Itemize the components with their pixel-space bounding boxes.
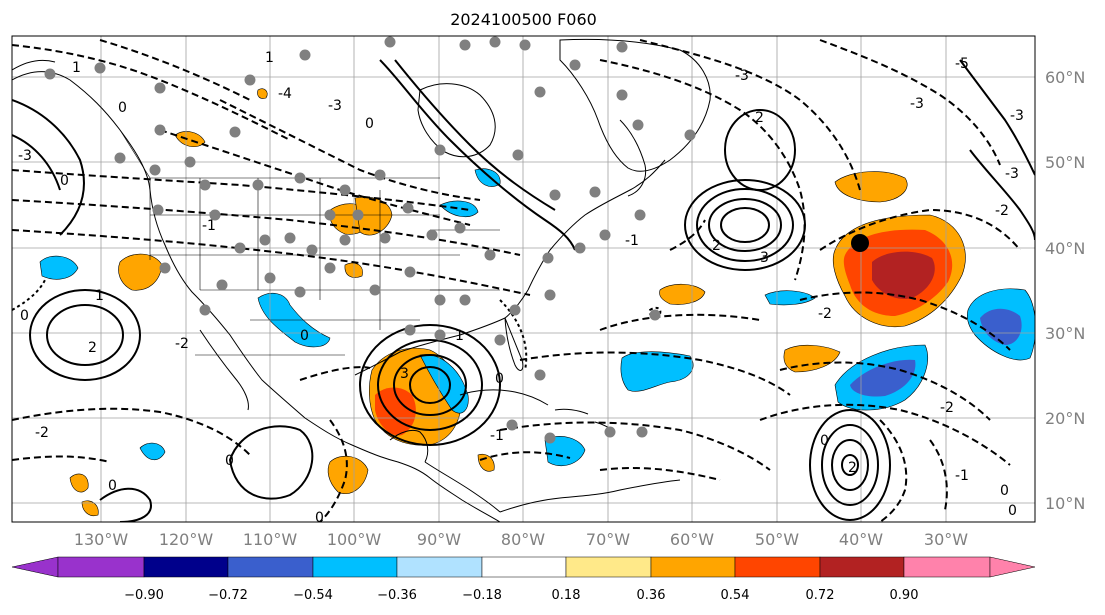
contour-label: 2	[712, 238, 721, 254]
latitude-labels: 60°N 50°N 40°N 30°N 20°N 10°N	[1045, 68, 1085, 513]
contours-positive	[12, 59, 1035, 522]
colorbar-extend-high	[989, 556, 1036, 578]
map-frame	[11, 35, 1036, 523]
colorbar-segment	[819, 556, 905, 578]
lon-label: 100°W	[327, 530, 382, 549]
colorbar-tick-label: 0.72	[806, 588, 835, 603]
lon-label: 120°W	[159, 530, 214, 549]
location-marker	[851, 234, 869, 252]
contour-label: 0	[1008, 503, 1017, 519]
colorbar-tick-label: 0.54	[721, 588, 750, 603]
contour-label: 0	[315, 510, 324, 526]
contour-label: -1	[625, 233, 639, 249]
contour-label: -1	[490, 428, 504, 444]
contour-label: 3	[760, 250, 769, 266]
contour-label: 0	[225, 453, 234, 469]
colorbar-tick-label: −0.54	[293, 588, 333, 603]
contour-label: 2	[755, 110, 764, 126]
contour-label: 0	[300, 328, 309, 344]
colorbar-extend-low	[11, 556, 59, 578]
contour-label: 1	[95, 288, 104, 304]
colorbar-segment	[396, 556, 483, 578]
contour-label: 0	[1000, 483, 1009, 499]
contour-label: -3	[1010, 108, 1024, 124]
contour-label: -3	[735, 68, 749, 84]
lon-label: 60°W	[670, 530, 714, 549]
contour-label: 1	[455, 328, 464, 344]
lon-label: 130°W	[74, 530, 129, 549]
contour-label: -4	[278, 86, 292, 102]
contour-label: 0	[365, 116, 374, 132]
contour-label: -3	[910, 96, 924, 112]
contour-label: 2	[848, 460, 857, 476]
lat-label: 50°N	[1045, 153, 1085, 172]
contour-label: 2	[88, 340, 97, 356]
contour-label: -5	[955, 56, 969, 72]
contour-label: -2	[940, 400, 954, 416]
colorbar-tick-label: −0.36	[377, 588, 417, 603]
contour-label: 0	[20, 308, 29, 324]
contour-label: 1	[265, 50, 274, 66]
lon-label: 110°W	[243, 530, 298, 549]
borders	[119, 129, 500, 356]
colorbar-segment	[57, 556, 145, 578]
colorbar-segment	[227, 556, 314, 578]
contour-label: -1	[955, 468, 969, 484]
contour-label: -3	[18, 148, 32, 164]
contour-label: -2	[175, 336, 189, 352]
graticule	[12, 36, 1035, 522]
lat-label: 30°N	[1045, 324, 1085, 343]
contour-label: 0	[495, 371, 504, 387]
contour-labels: 1 0 -3 0 0 1 2 -2 -2 0 0 0 1 -4 -3 0 -1 …	[18, 50, 1024, 526]
lon-label: 90°W	[417, 530, 461, 549]
colorbar-tick-label: −0.90	[124, 588, 164, 603]
lon-label: 30°W	[924, 530, 968, 549]
contour-label: -3	[328, 98, 342, 114]
colorbar-ticks: −0.90 −0.72 −0.54 −0.36 −0.18 0.18 0.36 …	[124, 588, 918, 603]
lat-label: 60°N	[1045, 68, 1085, 87]
colorbar-segment	[565, 556, 652, 578]
contour-label: 0	[60, 173, 69, 189]
colorbar-tick-label: 0.90	[890, 588, 919, 603]
colorbar-segment	[143, 556, 229, 578]
lon-label: 70°W	[586, 530, 630, 549]
colorbar-tick-label: −0.72	[208, 588, 248, 603]
coastlines	[12, 38, 711, 522]
lon-label: 50°W	[755, 530, 799, 549]
contour-label: 1	[72, 60, 81, 76]
contour-label: -1	[202, 218, 216, 234]
lat-label: 10°N	[1045, 494, 1085, 513]
colorbar-segment	[903, 556, 991, 578]
lat-label: 40°N	[1045, 239, 1085, 258]
colorbar-segment	[312, 556, 398, 578]
colorbar-tick-label: 0.36	[637, 588, 666, 603]
contour-label: -3	[1005, 166, 1019, 182]
lat-label: 20°N	[1045, 409, 1085, 428]
colorbar-tick-label: 0.18	[552, 588, 581, 603]
colorbar	[11, 556, 1036, 578]
contour-label: 0	[118, 100, 127, 116]
contour-label: -2	[35, 425, 49, 441]
contour-label: -2	[995, 203, 1009, 219]
contour-label: 0	[108, 478, 117, 494]
contour-label: 3	[400, 366, 409, 382]
map-content: 1 0 -3 0 0 1 2 -2 -2 0 0 0 1 -4 -3 0 -1 …	[12, 36, 1035, 526]
longitude-labels: 130°W 120°W 110°W 100°W 90°W 80°W 70°W 6…	[74, 530, 968, 549]
contour-label: -2	[818, 306, 832, 322]
map-title: 2024100500 F060	[450, 10, 597, 29]
lon-label: 40°W	[839, 530, 883, 549]
station-dots	[44, 36, 696, 444]
colorbar-segment	[734, 556, 821, 578]
colorbar-segment	[481, 556, 567, 578]
lon-label: 80°W	[501, 530, 545, 549]
colorbar-tick-label: −0.18	[462, 588, 502, 603]
contour-label: 0	[820, 433, 829, 449]
colorbar-segment	[650, 556, 736, 578]
